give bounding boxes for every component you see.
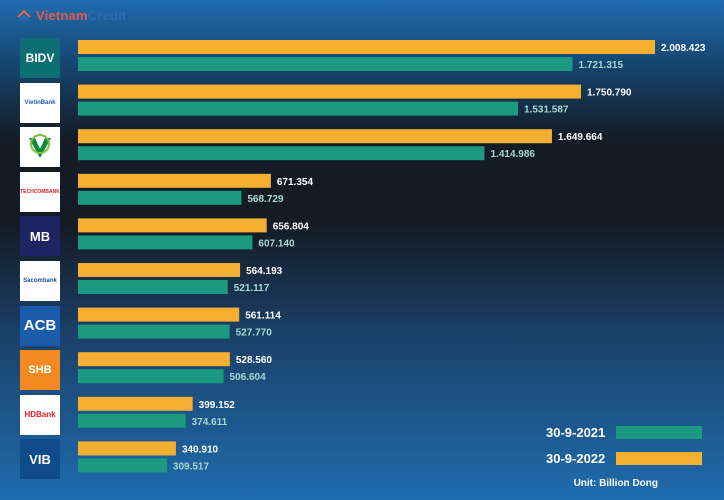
bidv-logo: BIDV: [20, 38, 60, 78]
bar-2022-mb: [78, 218, 267, 233]
value-label-2021-vietinbank: 1.531.587: [524, 105, 569, 116]
bar-2021-hdbank: [78, 413, 186, 428]
vietcombank-logo: [20, 127, 60, 168]
value-label-2022-bidv: 2.008.423: [661, 43, 706, 54]
vib-logo: VIB: [20, 439, 60, 480]
bar-2021-vib: [78, 458, 167, 473]
bank-logo-text: BIDV: [25, 51, 55, 65]
bar-2022-vib: [78, 441, 176, 456]
bank-logo-text: HDBank: [24, 410, 56, 420]
value-label-2022-vietinbank: 1.750.790: [587, 88, 632, 99]
bar-2021-bidv: [78, 57, 573, 71]
hdbank-logo: HDBank: [20, 394, 60, 435]
bar-2022-shb: [78, 352, 230, 367]
legend-swatch-2021: [616, 426, 702, 439]
value-label-2021-vib: 309.517: [173, 461, 210, 472]
vietinbank-logo: VietinBank: [20, 82, 60, 123]
acb-logo: ACB: [20, 305, 60, 346]
value-label-2021-bidv: 1.721.315: [579, 60, 624, 71]
techcombank-logo: TECHCOMBANK: [20, 171, 60, 212]
legend-item-2022: 30-9-2022: [546, 451, 702, 466]
legend-label-2022: 30-9-2022: [546, 451, 606, 466]
bar-2022-vietinbank: [78, 84, 581, 99]
value-label-2022-hdbank: 399.152: [199, 400, 236, 411]
bank-logo-text: Sacombank: [23, 278, 57, 284]
value-label-2021-techcombank: 568.729: [247, 194, 284, 205]
unit-note: Unit: Billion Dong: [573, 478, 658, 489]
legend-swatch-2022: [616, 452, 702, 465]
shb-logo: SHB: [20, 350, 60, 391]
value-label-2022-vietcombank: 1.649.664: [558, 132, 603, 143]
bank-logo-text: ACB: [23, 317, 57, 335]
bank-logo-text: VIB: [29, 451, 51, 467]
bar-2021-sacombank: [78, 280, 228, 294]
bank-logo-text: SHB: [28, 364, 52, 377]
bank-logo-text: VietinBank: [24, 99, 56, 106]
bank-logo-text: MB: [29, 228, 51, 244]
bank-logo-text: TECHCOMBANK: [20, 188, 60, 195]
bar-2021-acb: [78, 324, 230, 339]
bar-2021-techcombank: [78, 190, 242, 205]
mb-bank-logo: MB: [20, 216, 60, 257]
value-label-2022-techcombank: 671.354: [277, 177, 314, 188]
bar-2022-sacombank: [78, 263, 241, 277]
bar-2022-vietcombank: [78, 129, 552, 144]
value-label-2021-vietcombank: 1.414.986: [491, 149, 536, 160]
bar-2021-vietcombank: [78, 146, 485, 161]
value-label-2021-acb: 527.770: [236, 328, 273, 339]
value-label-2022-shb: 528.560: [236, 355, 273, 366]
value-label-2021-shb: 506.604: [230, 372, 267, 383]
value-label-2022-mb: 656.804: [273, 221, 310, 232]
vietcombank-mark-icon: [29, 134, 51, 159]
value-label-2022-acb: 561.114: [245, 311, 281, 322]
legend-label-2021: 30-9-2021: [546, 425, 606, 440]
sacombank-logo: Sacombank: [20, 261, 60, 301]
legend-item-2021: 30-9-2021: [546, 425, 702, 440]
bar-2022-techcombank: [78, 173, 271, 188]
bar-2021-shb: [78, 369, 224, 384]
brand-mark-icon: [17, 9, 31, 21]
brand-name-part1: Vietnam: [36, 7, 88, 23]
value-label-2021-sacombank: 521.117: [234, 283, 270, 294]
value-label-2022-sacombank: 564.193: [246, 266, 283, 277]
brand-logo: Vietnam Credit: [16, 6, 127, 24]
bar-2022-acb: [78, 307, 240, 322]
value-label-2021-hdbank: 374.611: [192, 417, 228, 428]
value-label-2022-vib: 340.910: [182, 444, 219, 455]
value-label-2021-mb: 607.140: [258, 238, 295, 249]
bar-2022-bidv: [78, 40, 655, 54]
brand-name-part2: Credit: [87, 7, 127, 23]
bar-2021-vietinbank: [78, 101, 519, 116]
bar-2022-hdbank: [78, 396, 193, 411]
bar-2021-mb: [78, 235, 253, 250]
